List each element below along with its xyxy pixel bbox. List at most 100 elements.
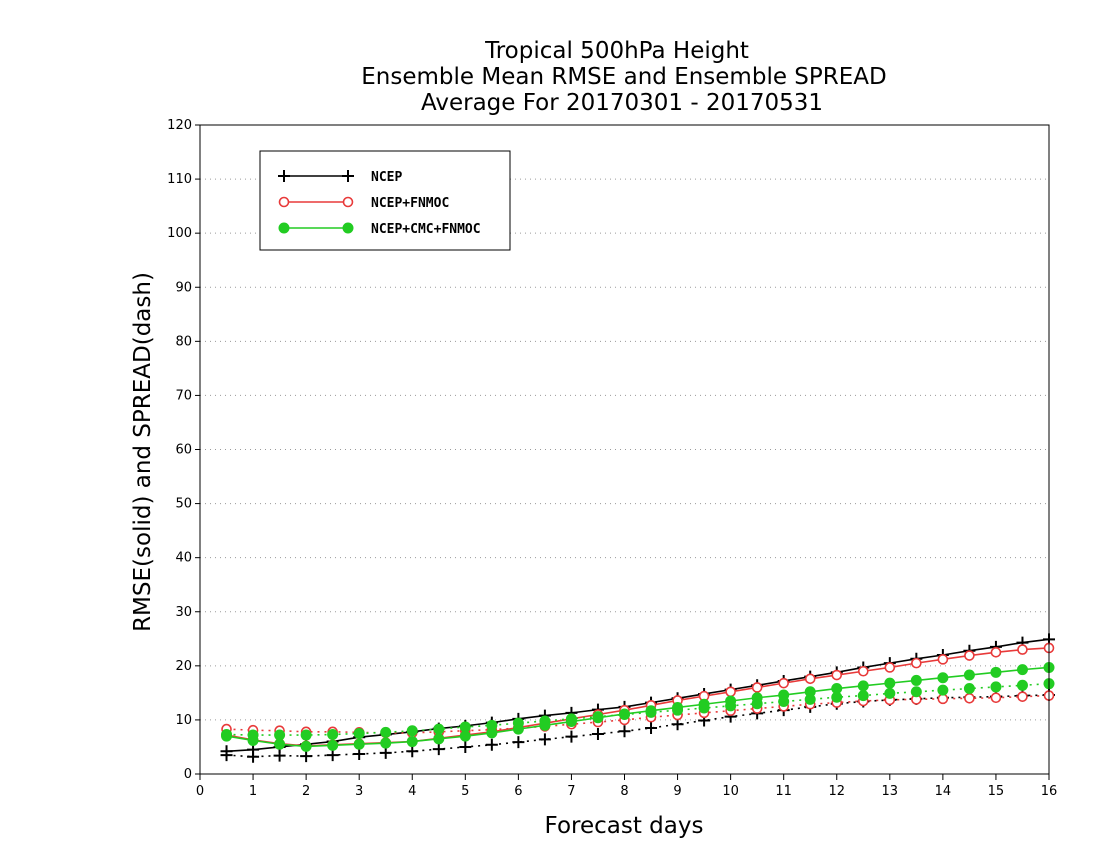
rmse-point — [937, 672, 949, 684]
rmse-point — [937, 654, 949, 665]
x-tick-label: 7 — [567, 784, 575, 799]
legend-marker — [278, 170, 290, 182]
spread-point — [857, 690, 869, 702]
rmse-point — [486, 727, 498, 739]
rmse-point — [804, 686, 816, 698]
y-axis-title: RMSE(solid) and SPREAD(dash) — [130, 272, 156, 632]
rmse-point — [884, 662, 896, 673]
x-tick-label: 2 — [302, 784, 310, 799]
y-tick-label: 30 — [175, 605, 192, 620]
x-tick-label: 5 — [461, 784, 469, 799]
x-tick-label: 3 — [355, 784, 363, 799]
gridlines — [200, 178, 1049, 721]
spread-point — [380, 726, 392, 738]
rmse-point — [725, 686, 736, 698]
spread-point — [459, 721, 471, 733]
spread-point — [300, 729, 312, 741]
rmse-point — [911, 657, 922, 669]
series-layer — [220, 633, 1055, 763]
legend-label: NCEP+CMC+FNMOC — [371, 222, 481, 237]
x-tick-label: 0 — [196, 784, 204, 799]
y-tick-label: 120 — [167, 118, 192, 133]
title-line-3: Average For 20170301 - 20170531 — [421, 90, 823, 116]
x-tick-label: 8 — [620, 784, 628, 799]
spread-point — [485, 738, 498, 751]
spread-point — [884, 687, 896, 699]
spread-point — [300, 750, 313, 763]
series-ncep-cmc-fnmoc — [221, 661, 1055, 752]
rmse-point — [990, 666, 1002, 678]
legend-item-ncep-cmc-fnmoc: NCEP+CMC+FNMOC — [278, 222, 481, 237]
rmse-point — [672, 701, 684, 713]
spread-point — [937, 693, 949, 705]
rmse-point — [380, 737, 392, 749]
legend-marker — [342, 196, 354, 208]
x-tick-label: 10 — [722, 784, 739, 799]
series-ncep — [220, 633, 1055, 763]
legend-marker — [278, 222, 290, 234]
rmse-point — [539, 719, 551, 731]
rmse-point — [619, 708, 630, 720]
title-line-1: Tropical 500hPa Height — [484, 38, 749, 64]
spread-point — [432, 743, 445, 756]
rmse-point — [778, 689, 790, 701]
x-tick-label: 9 — [673, 784, 681, 799]
y-tick-label: 90 — [175, 280, 192, 295]
spread-point — [964, 692, 975, 704]
spread-point — [274, 729, 286, 741]
rmse-point — [220, 745, 233, 758]
spread-point — [963, 683, 975, 695]
rmse-point — [804, 673, 816, 685]
title-line-2: Ensemble Mean RMSE and Ensemble SPREAD — [361, 64, 886, 90]
spread-point — [512, 736, 525, 749]
chart-title: Tropical 500hPa Height Ensemble Mean RMS… — [361, 38, 886, 116]
y-tick-label: 40 — [175, 551, 192, 566]
rmse-point — [512, 723, 524, 735]
spread-point — [327, 729, 339, 741]
legend-marker — [342, 222, 354, 234]
rmse-point — [247, 734, 259, 746]
rmse-point — [857, 665, 869, 677]
rmse-point — [274, 738, 286, 750]
spread-point — [990, 681, 1002, 693]
x-tick-label: 16 — [1041, 784, 1058, 799]
y-tick-label: 80 — [175, 334, 192, 349]
rmse-point — [725, 695, 737, 707]
x-tick-label: 15 — [988, 784, 1005, 799]
rmse-point — [1016, 664, 1028, 676]
y-tick-label: 100 — [167, 226, 192, 241]
x-tick-label: 12 — [828, 784, 845, 799]
spread-point — [937, 684, 949, 696]
rmse-point — [221, 730, 233, 742]
y-tick-label: 50 — [175, 497, 192, 512]
spread-point — [565, 730, 578, 743]
spread-line-ncep-cmc-fnmoc — [226, 682, 1050, 736]
rmse-point — [910, 674, 922, 686]
rmse-point — [831, 669, 843, 681]
spread-point — [538, 733, 551, 746]
y-tick-label: 60 — [175, 443, 192, 458]
spread-point — [1016, 679, 1028, 691]
y-axis: 0 10 20 30 40 50 60 70 80 90 100 110 120 — [167, 118, 200, 782]
x-tick-label: 1 — [249, 784, 257, 799]
x-tick-label: 13 — [882, 784, 899, 799]
rmse-point — [406, 736, 418, 748]
legend-marker — [278, 196, 290, 208]
spread-point — [910, 686, 922, 698]
rmse-point — [327, 739, 339, 751]
legend-marker — [342, 170, 354, 182]
legend-label: NCEP — [371, 170, 402, 185]
rmse-point — [1017, 644, 1028, 655]
spread-line-ncep-fnmoc — [226, 694, 1050, 734]
rmse-line-ncep-fnmoc — [226, 647, 1050, 747]
legend-item-ncep: NCEP — [278, 170, 402, 185]
spread-point — [990, 692, 1002, 704]
spread-point — [379, 746, 392, 759]
rmse-point — [990, 647, 1002, 658]
y-tick-label: 10 — [175, 713, 192, 728]
rmse-point — [433, 733, 445, 745]
rmse-point — [778, 677, 789, 689]
rmse-point — [751, 692, 763, 704]
x-tick-label: 6 — [514, 784, 522, 799]
